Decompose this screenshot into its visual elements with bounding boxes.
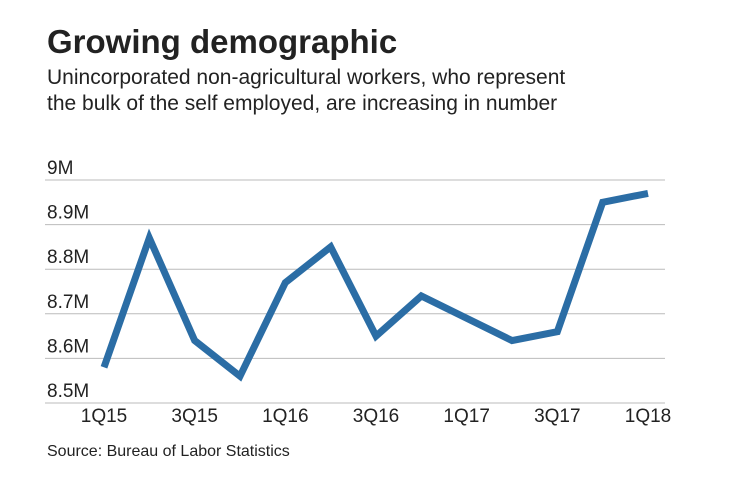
y-tick-label: 8.7M (47, 292, 89, 313)
data-line (100, 189, 649, 382)
x-tick-label: 3Q15 (171, 406, 217, 427)
y-tick-label: 8.6M (47, 336, 89, 357)
x-tick-label: 1Q16 (262, 406, 308, 427)
x-tick-label: 1Q15 (81, 406, 127, 427)
y-tick-label: 8.8M (47, 247, 89, 268)
chart-subtitle: Unincorporated non-agricultural workers,… (47, 66, 565, 89)
y-tick-label: 8.5M (47, 381, 89, 402)
x-tick-label: 1Q17 (443, 406, 489, 427)
x-tick-label: 3Q17 (534, 406, 580, 427)
y-tick-label: 8.9M (47, 203, 89, 224)
y-tick-label: 9M (47, 158, 73, 179)
x-tick-label: 3Q16 (353, 406, 399, 427)
chart-title: Growing demographic (47, 23, 397, 60)
chart-subtitle: the bulk of the self employed, are incre… (47, 92, 557, 115)
x-tick-label: 1Q18 (625, 406, 671, 427)
source-note: Source: Bureau of Labor Statistics (47, 443, 290, 460)
